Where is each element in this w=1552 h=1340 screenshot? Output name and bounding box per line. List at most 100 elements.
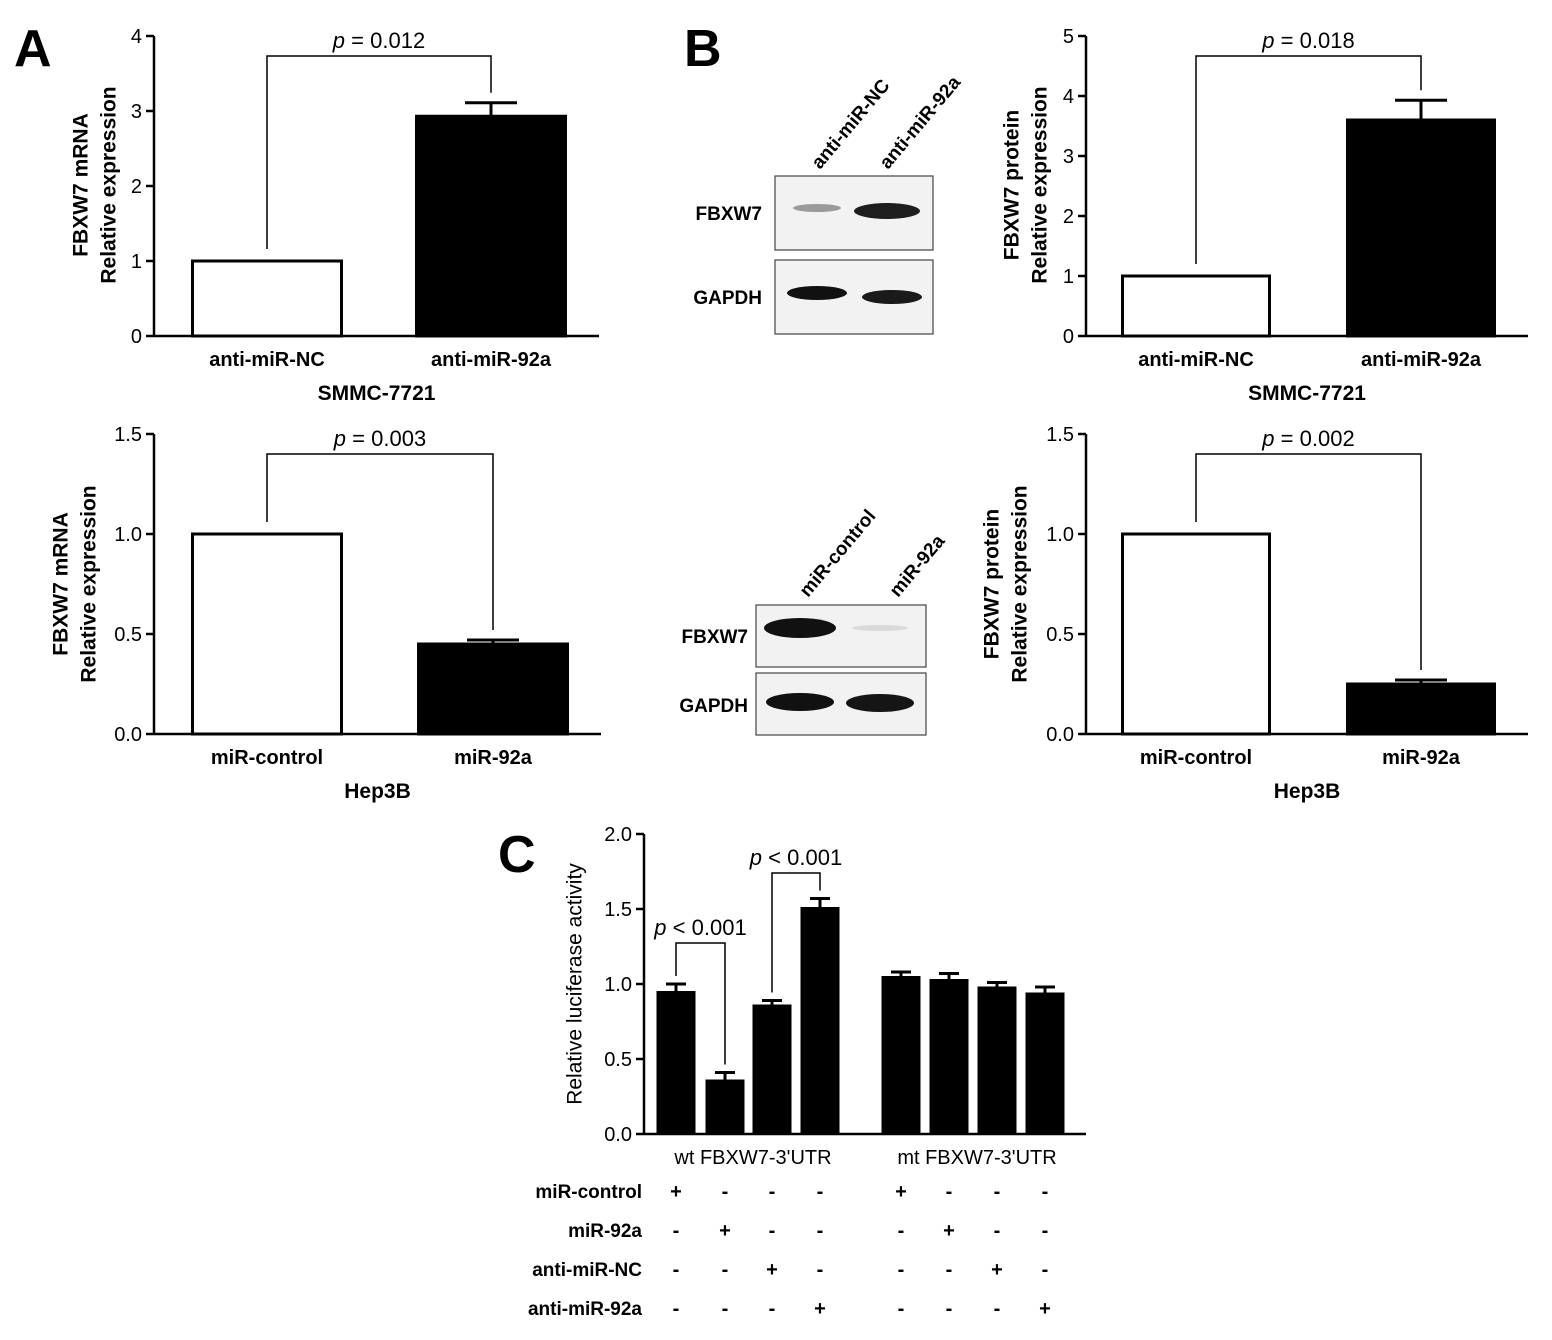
table-cell: - [1042,1220,1049,1242]
blot-band [764,618,836,638]
table-row-label: miR-control [535,1182,642,1203]
table-cell: - [817,1220,824,1242]
blot-band [846,694,914,712]
chart-b-hep3b-protein: 0.0 0.5 1.0 1.5 miR-control miR-92a p = 0.002 H… [981,424,1528,803]
x-category-label: miR-control [1140,747,1252,769]
y-tick-label: 1.5 [114,424,142,446]
table-cell: - [817,1259,824,1281]
p-value-label: p = 0.018 [1261,28,1354,53]
bar [881,976,921,1135]
bar [415,114,567,338]
y-tick-label: 0.0 [114,724,142,746]
y-tick-label: 3 [131,101,142,123]
y-tick-label: 1.5 [604,899,632,921]
table-cell: - [1042,1181,1049,1203]
table-cell: + [719,1220,731,1242]
table-cell: - [946,1259,953,1281]
x-axis-title: SMMC-7721 [318,382,436,405]
bar [1121,274,1271,338]
y-axis-title: FBXW7 mRNA [50,512,73,656]
y-tick-label: 3 [1063,146,1074,168]
y-tick-label: 5 [1063,26,1074,48]
table-cell: - [722,1181,729,1203]
table-cell: - [673,1259,680,1281]
y-axis-title: FBXW7 protein [981,509,1004,660]
table-cell: - [673,1298,680,1320]
x-category-label: miR-92a [1382,747,1461,769]
x-group-label: mt FBXW7-3'UTR [897,1147,1056,1169]
table-cell: - [722,1259,729,1281]
significance-bracket [1195,453,1422,670]
western-blot-smmc: anti-miR-NC anti-miR-92a FBXW7 GAPDH [693,72,965,335]
bar [752,1004,792,1135]
y-tick-label: 2.0 [604,824,632,846]
table-cell: + [991,1259,1003,1281]
y-axis-title: FBXW7 protein [1001,110,1024,261]
bar [1025,992,1065,1135]
blot-lane-label: miR-92a [886,531,950,601]
bar [800,907,840,1135]
table-cell: - [946,1298,953,1320]
table-cell: - [817,1181,824,1203]
table-cell: + [766,1259,778,1281]
y-axis-title: Relative luciferase activity [564,863,587,1105]
p-value-label: p = 0.012 [332,28,425,53]
y-tick-label: 0 [131,326,142,348]
blot-row-label: GAPDH [693,288,762,309]
chart-b-smmc-protein: 0 1 2 3 4 5 anti-miR-NC anti-miR-92a p = 0.018 SM… [1001,26,1528,405]
p-value-label: p = 0.002 [1261,426,1354,451]
blot-band [787,286,847,300]
bar [1346,682,1496,736]
table-cell: + [1039,1298,1051,1320]
blot-band [766,693,834,711]
y-tick-label: 1.5 [1046,424,1074,446]
p-value-label: p < 0.001 [653,915,746,940]
bar [1346,118,1496,338]
x-category-label: anti-miR-NC [1138,349,1254,371]
table-row-label: anti-miR-92a [528,1299,642,1320]
table-cell: - [898,1220,905,1242]
western-blot-hep3b: miR-control miR-92a FBXW7 GAPDH [679,506,950,736]
y-axis-title: Relative expression [1029,86,1052,283]
table-cell: - [769,1220,776,1242]
table-cell: - [1042,1259,1049,1281]
panel-label-a: A [14,20,52,78]
table-row-label: anti-miR-NC [532,1260,642,1281]
bar [929,979,969,1135]
blot-band [852,625,908,631]
bar [191,259,343,338]
x-category-label: anti-miR-92a [1361,349,1482,371]
blot-row-label: FBXW7 [696,204,763,225]
significance-bracket [1195,55,1422,264]
table-cell: + [895,1181,907,1203]
chart-a-smmc-mrna: 0 1 2 3 4 anti-miR-NC anti-miR-92a p = 0.012 SMM… [70,26,599,405]
table-cell: - [994,1181,1001,1203]
y-tick-label: 1 [131,251,142,273]
y-tick-label: 0 [1063,326,1074,348]
table-cell: - [994,1220,1001,1242]
table-cell: - [946,1181,953,1203]
blot-row-label: FBXW7 [682,627,749,648]
p-value-label: p < 0.001 [749,845,842,870]
x-category-label: miR-92a [454,747,533,769]
y-tick-label: 0.5 [114,624,142,646]
x-axis-title: Hep3B [344,780,411,803]
y-tick-label: 2 [1063,206,1074,228]
panel-label-c: C [498,826,536,884]
bar [705,1079,745,1135]
bar [977,986,1017,1135]
x-axis-title: Hep3B [1274,780,1341,803]
table-cell: - [898,1298,905,1320]
chart-c-luciferase: 0.0 0.5 1.0 1.5 2.0 p < 0.001 p < 0.001 wt FBXW… [564,824,1086,1169]
significance-bracket [675,942,726,1065]
bar [191,532,343,736]
x-category-label: anti-miR-92a [431,349,552,371]
table-cell: - [673,1220,680,1242]
treatment-table: miR-control miR-92a anti-miR-NC anti-miR… [528,1181,1051,1320]
y-axis-title: Relative expression [78,485,101,682]
bar [417,642,569,736]
table-cell: - [769,1181,776,1203]
table-cell: + [670,1181,682,1203]
x-category-label: miR-control [211,747,323,769]
